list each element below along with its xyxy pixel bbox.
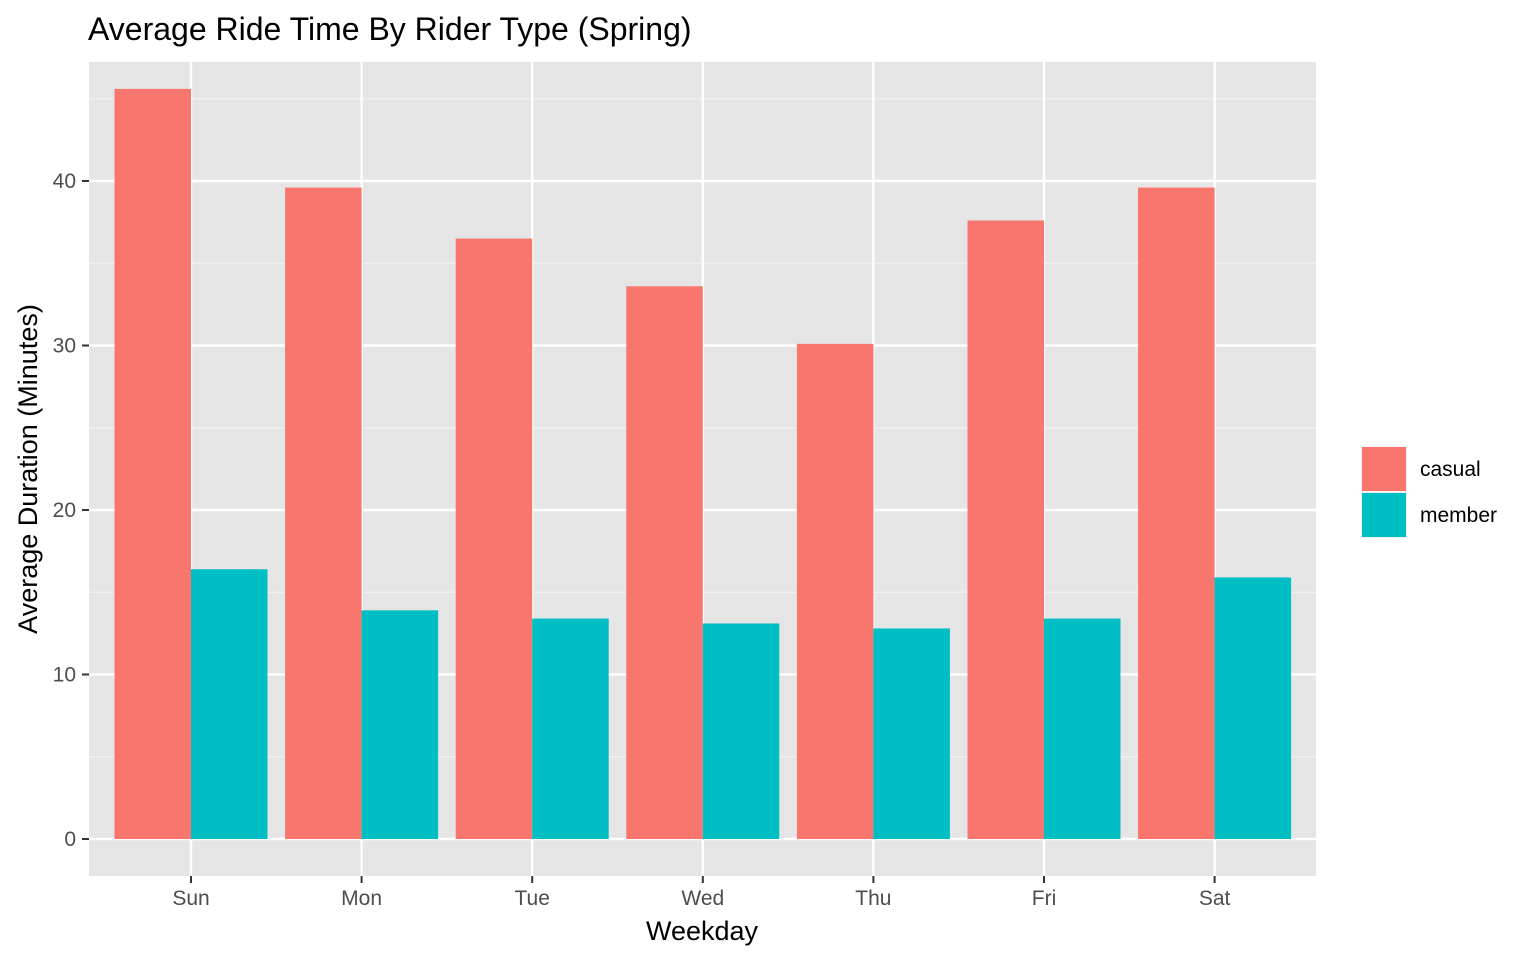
- bar-member-sat: [1214, 577, 1292, 839]
- y-axis-title: Average Duration (Minutes): [13, 304, 43, 634]
- x-tick-label: Fri: [1032, 887, 1057, 910]
- x-tick-label: Sun: [172, 887, 209, 910]
- bars-group: [114, 88, 1292, 840]
- x-tick-label: Tue: [514, 887, 549, 910]
- x-tick-label: Thu: [855, 887, 891, 910]
- bar-casual-wed: [626, 286, 703, 839]
- chart-title: Average Ride Time By Rider Type (Spring): [88, 11, 692, 47]
- y-tick-label: 40: [53, 170, 76, 193]
- y-tick-label: 20: [53, 499, 76, 522]
- x-axis: Sun Mon Tue Wed Thu Fri Sat: [172, 876, 1231, 910]
- bar-casual-thu: [796, 343, 874, 839]
- legend-label-member: member: [1420, 504, 1497, 527]
- bar-member-fri: [1044, 618, 1121, 839]
- bar-casual-fri: [967, 220, 1044, 840]
- bar-member-mon: [361, 610, 439, 839]
- y-axis: 0 10 20 30 40: [53, 170, 89, 851]
- x-tick-label: Wed: [681, 887, 724, 910]
- bar-casual-mon: [285, 187, 362, 839]
- bar-member-tue: [532, 618, 609, 839]
- legend-swatch-member: [1362, 493, 1406, 537]
- bar-member-thu: [873, 628, 950, 839]
- x-tick-label: Mon: [341, 887, 382, 910]
- bar-member-sun: [191, 569, 268, 839]
- bar-member-wed: [702, 623, 780, 839]
- y-tick-label: 0: [64, 828, 76, 851]
- y-tick-label: 10: [53, 664, 76, 687]
- bar-casual-tue: [455, 238, 533, 839]
- x-tick-label: Sat: [1199, 887, 1231, 910]
- bar-casual-sun: [114, 88, 191, 839]
- y-tick-label: 30: [53, 335, 76, 358]
- bar-casual-sat: [1138, 187, 1215, 839]
- legend: casual member: [1361, 446, 1497, 538]
- legend-label-casual: casual: [1420, 458, 1481, 481]
- legend-swatch-casual: [1362, 447, 1406, 491]
- x-axis-title: Weekday: [646, 916, 759, 946]
